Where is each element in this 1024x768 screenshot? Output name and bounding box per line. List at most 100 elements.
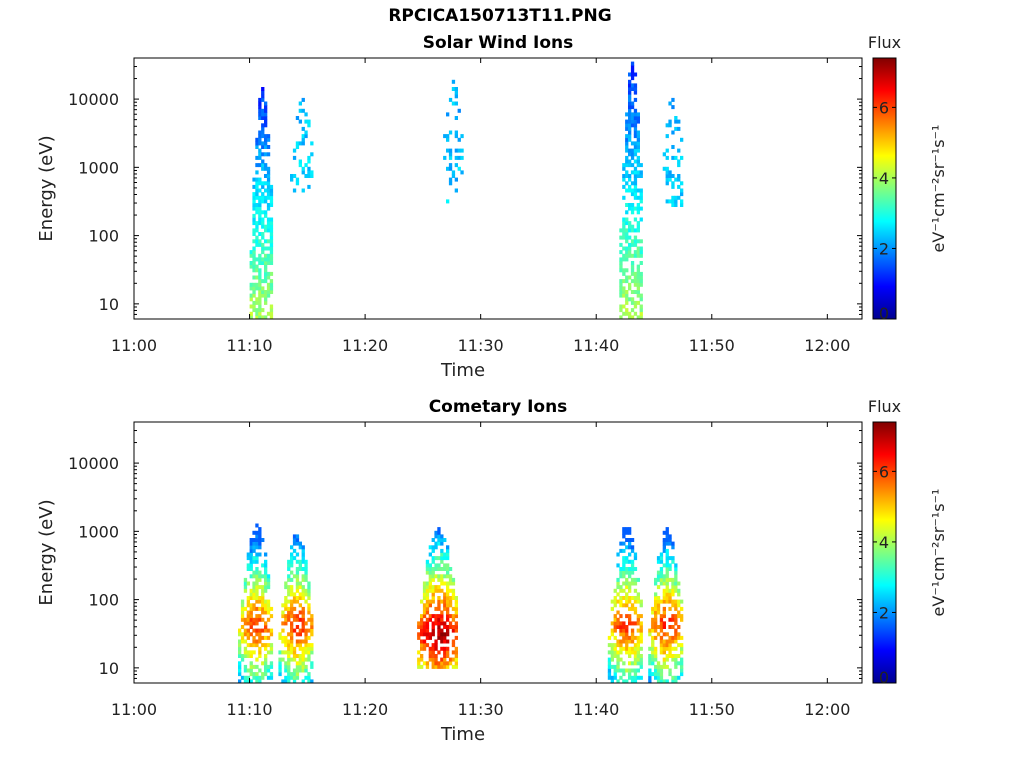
heatmap-cell bbox=[249, 538, 253, 542]
heatmap-cell bbox=[249, 293, 253, 298]
heatmap-cell bbox=[434, 567, 438, 571]
heatmap-cell bbox=[261, 134, 265, 139]
heatmap-cell bbox=[264, 300, 268, 305]
heatmap-cell bbox=[674, 116, 678, 120]
heatmap-cell bbox=[258, 213, 262, 218]
heatmap-cell bbox=[625, 530, 629, 535]
heatmap-cell bbox=[625, 275, 629, 280]
heatmap-cell bbox=[625, 123, 629, 128]
heatmap-cell bbox=[428, 574, 432, 579]
heatmap-cell bbox=[613, 603, 617, 608]
heatmap-cell bbox=[417, 657, 421, 662]
heatmap-cell bbox=[264, 315, 268, 320]
heatmap-cell bbox=[417, 625, 421, 629]
heatmap-cell bbox=[266, 628, 271, 633]
heatmap-cell bbox=[625, 170, 629, 175]
heatmap-cell bbox=[249, 253, 253, 258]
heatmap-cell bbox=[425, 603, 430, 608]
heatmap-cell bbox=[443, 552, 447, 557]
heatmap-cell bbox=[656, 632, 661, 637]
heatmap-cell bbox=[287, 614, 291, 619]
heatmap-cell bbox=[674, 679, 678, 684]
heatmap-cell bbox=[252, 308, 256, 313]
heatmap-cell bbox=[258, 552, 262, 557]
heatmap-cell bbox=[454, 635, 458, 640]
heatmap-cell bbox=[674, 563, 678, 568]
heatmap-cell bbox=[238, 668, 242, 673]
heatmap-cell bbox=[252, 628, 256, 633]
heatmap-cell bbox=[261, 592, 265, 597]
heatmap-cell bbox=[628, 177, 632, 182]
heatmap-cell bbox=[628, 94, 632, 99]
heatmap-cell bbox=[307, 581, 311, 586]
heatmap-cell bbox=[295, 654, 300, 658]
heatmap-cell bbox=[301, 552, 305, 557]
heatmap-cell bbox=[431, 621, 435, 626]
heatmap-cell bbox=[431, 556, 435, 561]
heatmap-cell bbox=[246, 621, 250, 626]
heatmap-cell bbox=[607, 657, 612, 662]
heatmap-cell bbox=[269, 242, 274, 247]
heatmap-cell bbox=[431, 588, 435, 593]
heatmap-cell bbox=[668, 119, 672, 124]
heatmap-cell bbox=[292, 174, 297, 178]
heatmap-cell bbox=[636, 116, 640, 120]
heatmap-cell bbox=[677, 625, 681, 629]
heatmap-cell bbox=[633, 610, 638, 615]
heatmap-cell bbox=[622, 646, 626, 651]
heatmap-cell bbox=[437, 574, 441, 579]
heatmap-cell bbox=[264, 112, 268, 117]
heatmap-cell bbox=[266, 217, 271, 222]
heatmap-cell bbox=[619, 668, 623, 673]
heatmap-cell bbox=[240, 632, 245, 637]
heatmap-cell bbox=[243, 654, 248, 658]
heatmap-cell bbox=[258, 286, 262, 291]
heatmap-cell bbox=[636, 155, 640, 160]
heatmap-cell bbox=[258, 679, 262, 684]
heatmap-cell bbox=[252, 585, 256, 590]
heatmap-cell bbox=[440, 614, 444, 619]
heatmap-cell bbox=[622, 559, 626, 564]
heatmap-cell bbox=[619, 628, 623, 633]
heatmap-cell bbox=[269, 286, 274, 291]
heatmap-cell bbox=[261, 610, 265, 615]
colorbar-label: eV⁻¹cm⁻²sr⁻¹s⁻¹ bbox=[929, 489, 948, 617]
heatmap-cell bbox=[639, 654, 643, 658]
heatmap-cell bbox=[422, 614, 427, 619]
heatmap-cell bbox=[446, 588, 450, 593]
colorbar-tick-label: 4 bbox=[879, 533, 889, 552]
heatmap-cell bbox=[301, 628, 305, 633]
heatmap-cell bbox=[622, 527, 626, 532]
heatmap-cell bbox=[448, 596, 453, 600]
heatmap-cell bbox=[261, 672, 265, 677]
heatmap-cell bbox=[656, 603, 661, 608]
heatmap-cell bbox=[290, 545, 294, 550]
heatmap-cell bbox=[628, 188, 632, 193]
heatmap-cell bbox=[656, 596, 661, 600]
heatmap-cell bbox=[295, 552, 300, 557]
heatmap-cell bbox=[258, 311, 262, 316]
heatmap-cell bbox=[628, 137, 632, 142]
heatmap-cell bbox=[665, 559, 669, 564]
heatmap-cell bbox=[434, 661, 438, 666]
heatmap-cell bbox=[258, 97, 262, 102]
heatmap-cell bbox=[630, 646, 635, 651]
heatmap-cell bbox=[625, 599, 629, 604]
heatmap-cell bbox=[662, 574, 666, 579]
heatmap-cell bbox=[440, 639, 444, 644]
heatmap-cell bbox=[622, 530, 626, 535]
heatmap-cell bbox=[651, 650, 655, 655]
heatmap-cell bbox=[636, 163, 640, 168]
heatmap-cell bbox=[295, 541, 300, 546]
heatmap-cell bbox=[287, 661, 291, 666]
heatmap-cell bbox=[668, 123, 672, 128]
heatmap-cell bbox=[451, 606, 456, 611]
heatmap-cell bbox=[625, 293, 629, 298]
heatmap-cell bbox=[625, 217, 629, 222]
heatmap-cell bbox=[428, 581, 432, 586]
heatmap-cell bbox=[261, 596, 265, 600]
heatmap-cell bbox=[613, 625, 617, 629]
heatmap-cell bbox=[287, 559, 291, 564]
heatmap-cell bbox=[261, 108, 265, 113]
heatmap-cell bbox=[264, 264, 268, 269]
